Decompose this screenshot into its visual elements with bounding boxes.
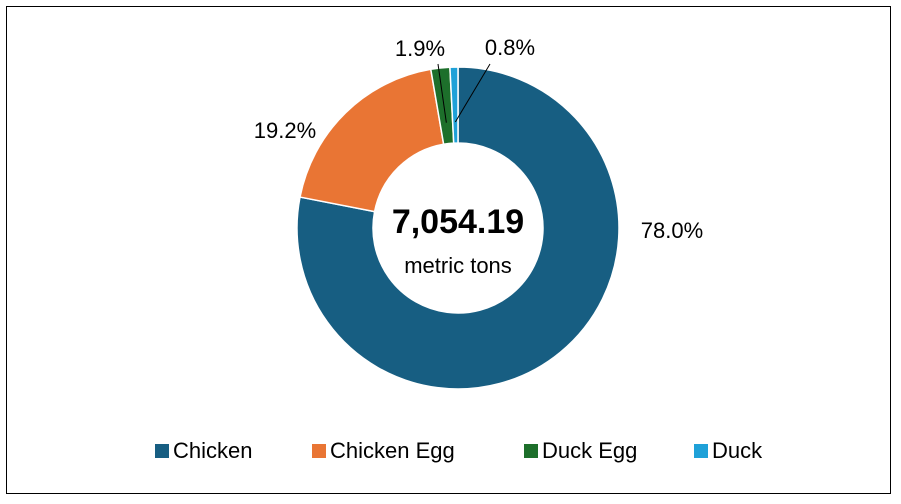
data-label-duck: 0.8% [485, 35, 535, 60]
center-total-value: 7,054.19 [392, 203, 524, 241]
legend-label-chicken-egg: Chicken Egg [330, 438, 455, 463]
slice-chicken-egg [299, 68, 445, 213]
legend-item-duck-egg: Duck Egg [524, 438, 637, 463]
slice-chicken [296, 66, 620, 390]
donut-slices [296, 66, 620, 390]
legend-item-duck: Duck [694, 438, 763, 463]
leader-line-duck [454, 63, 491, 123]
legend: Chicken Chicken Egg Duck Egg Duck [155, 438, 763, 463]
legend-label-chicken: Chicken [173, 438, 252, 463]
data-label-chicken-egg: 19.2% [254, 118, 316, 143]
legend-label-duck: Duck [712, 438, 763, 463]
legend-swatch-duck [694, 444, 708, 458]
data-label-duck-egg: 1.9% [395, 36, 445, 61]
data-labels: 78.0% 19.2% 1.9% 0.8% [254, 35, 703, 243]
center-unit-label: metric tons [404, 253, 512, 278]
leader-line-duck-egg [437, 63, 447, 123]
legend-label-duck-egg: Duck Egg [542, 438, 637, 463]
legend-swatch-duck-egg [524, 444, 538, 458]
data-label-chicken: 78.0% [641, 218, 703, 243]
legend-item-chicken-egg: Chicken Egg [312, 438, 455, 463]
leader-lines [437, 63, 491, 123]
legend-item-chicken: Chicken [155, 438, 252, 463]
slice-duck [449, 66, 459, 144]
legend-swatch-chicken-egg [312, 444, 326, 458]
legend-swatch-chicken [155, 444, 169, 458]
